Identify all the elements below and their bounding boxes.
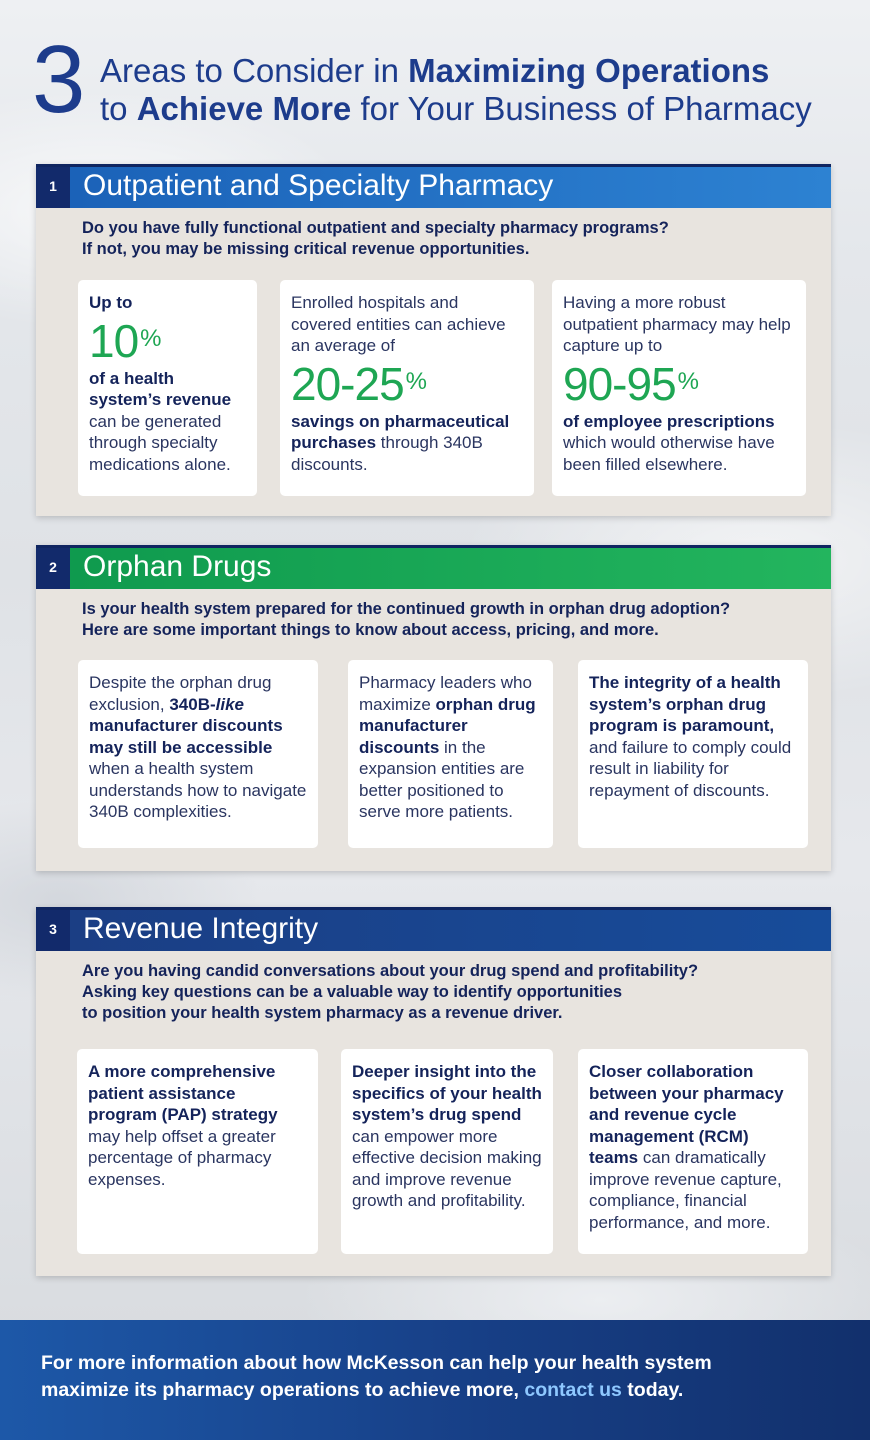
title-text: for Your Business of Pharmacy xyxy=(351,90,812,127)
card-bold: Deeper insight into the specifics of you… xyxy=(352,1062,542,1124)
intro-line: to position your health system pharmacy … xyxy=(82,1004,563,1022)
stat-value: 10% xyxy=(89,318,246,364)
stat-card: Having a more robust outpatient pharmacy… xyxy=(552,280,806,496)
card-bold: The integrity of a health system’s orpha… xyxy=(589,673,781,735)
section-revenue-integrity: 3 Revenue Integrity Are you having candi… xyxy=(36,907,831,1276)
footer-text: today. xyxy=(621,1379,684,1401)
info-card: A more comprehensive patient assistance … xyxy=(77,1049,318,1254)
footer-line: For more information about how McKesson … xyxy=(41,1352,712,1374)
card-text: can empower more effective decision maki… xyxy=(352,1126,542,1211)
info-card: Deeper insight into the specifics of you… xyxy=(341,1049,553,1254)
intro-line: Are you having candid conversations abou… xyxy=(82,962,699,980)
card-text: Having a more robust outpatient pharmacy… xyxy=(563,293,791,355)
info-card: Closer collaboration between your pharma… xyxy=(578,1049,808,1254)
card-text: and failure to comply could result in li… xyxy=(589,737,792,800)
card-text: Despite the orphan drug exclusion, xyxy=(89,673,272,714)
footer-line: maximize its pharmacy operations to achi… xyxy=(41,1377,870,1404)
card-text: Enrolled hospitals and covered entities … xyxy=(291,293,506,355)
card-text: when a health system understands how to … xyxy=(89,759,307,821)
stat-value: 90-95% xyxy=(563,361,795,407)
section-orphan-drugs: 2 Orphan Drugs Is your health system pre… xyxy=(36,545,831,871)
card-bold: savings on pharmaceutical purchases xyxy=(291,411,510,453)
info-card: Despite the orphan drug exclusion, 340B-… xyxy=(78,660,318,848)
title-text: to xyxy=(100,90,137,127)
card-text: Up to xyxy=(89,293,133,312)
stat-card: Enrolled hospitals and covered entities … xyxy=(280,280,534,496)
stat-number: 10 xyxy=(89,314,139,367)
section-intro: Are you having candid conversations abou… xyxy=(36,951,831,1024)
section-outpatient-specialty: 1 Outpatient and Specialty Pharmacy Do y… xyxy=(36,164,831,516)
section-intro: Is your health system prepared for the c… xyxy=(36,589,831,641)
stat-unit: % xyxy=(677,367,699,395)
card-bold-italic: like xyxy=(215,694,244,714)
section-title: Orphan Drugs xyxy=(70,545,831,589)
section-number: 1 xyxy=(36,164,70,208)
contact-us-link[interactable]: contact us xyxy=(524,1379,622,1401)
section-number: 3 xyxy=(36,907,70,951)
section-header: 3 Revenue Integrity xyxy=(36,907,831,951)
info-card: Pharmacy leaders who maximize orphan dru… xyxy=(348,660,553,848)
card-bold: Closer collaboration between your pharma… xyxy=(589,1062,784,1167)
stat-unit: % xyxy=(140,324,161,352)
section-title: Revenue Integrity xyxy=(70,907,831,951)
stat-number: 20-25 xyxy=(291,357,405,410)
section-intro: Do you have fully functional outpatient … xyxy=(36,208,831,260)
card-text: which would otherwise have been filled e… xyxy=(563,433,775,474)
card-text: through 340B discounts. xyxy=(291,433,483,474)
stat-value: 20-25% xyxy=(291,361,523,407)
card-bold: of employee prescriptions xyxy=(563,411,775,431)
card-bold: of a health system’s revenue xyxy=(89,368,232,410)
title-text: Areas to Consider in xyxy=(100,52,409,89)
page-title-line-2: to Achieve More for Your Business of Pha… xyxy=(100,90,812,128)
section-header: 2 Orphan Drugs xyxy=(36,545,831,589)
intro-line: Asking key questions can be a valuable w… xyxy=(82,983,623,1001)
section-number: 2 xyxy=(36,545,70,589)
card-text: may help offset a greater percentage of … xyxy=(88,1126,276,1189)
card-text: can be generated through specialty medic… xyxy=(89,411,231,474)
footer-text: maximize its pharmacy operations to achi… xyxy=(41,1379,525,1401)
card-bold: orphan drug manufacturer discounts xyxy=(359,694,536,757)
card-text: in the expansion entities are better pos… xyxy=(359,737,525,822)
intro-line: If not, you may be missing critical reve… xyxy=(82,240,530,258)
page-header: 3 Areas to Consider in Maximizing Operat… xyxy=(32,32,852,138)
section-title: Outpatient and Specialty Pharmacy xyxy=(70,164,831,208)
info-card: The integrity of a health system’s orpha… xyxy=(578,660,808,848)
title-bold: Achieve More xyxy=(136,90,352,127)
intro-line: Do you have fully functional outpatient … xyxy=(82,219,669,237)
card-bold: A more comprehensive patient assistance … xyxy=(88,1062,278,1124)
stat-number: 90-95 xyxy=(563,357,677,410)
card-text: Pharmacy leaders who maximize xyxy=(359,673,532,714)
page-title-line-1: Areas to Consider in Maximizing Operatio… xyxy=(100,52,769,90)
card-bold: manufacturer discounts may still be acce… xyxy=(89,716,283,757)
title-bold: Maximizing Operations xyxy=(408,52,770,89)
header-number: 3 xyxy=(32,26,85,133)
card-bold: 340B- xyxy=(169,694,216,714)
footer-cta: For more information about how McKesson … xyxy=(0,1320,870,1440)
intro-line: Here are some important things to know a… xyxy=(82,621,659,639)
card-text: can dramatically improve revenue capture… xyxy=(589,1148,782,1232)
stat-unit: % xyxy=(405,367,427,395)
stat-card: Up to 10% of a health system’s revenue c… xyxy=(78,280,257,496)
section-header: 1 Outpatient and Specialty Pharmacy xyxy=(36,164,831,208)
intro-line: Is your health system prepared for the c… xyxy=(82,600,731,618)
